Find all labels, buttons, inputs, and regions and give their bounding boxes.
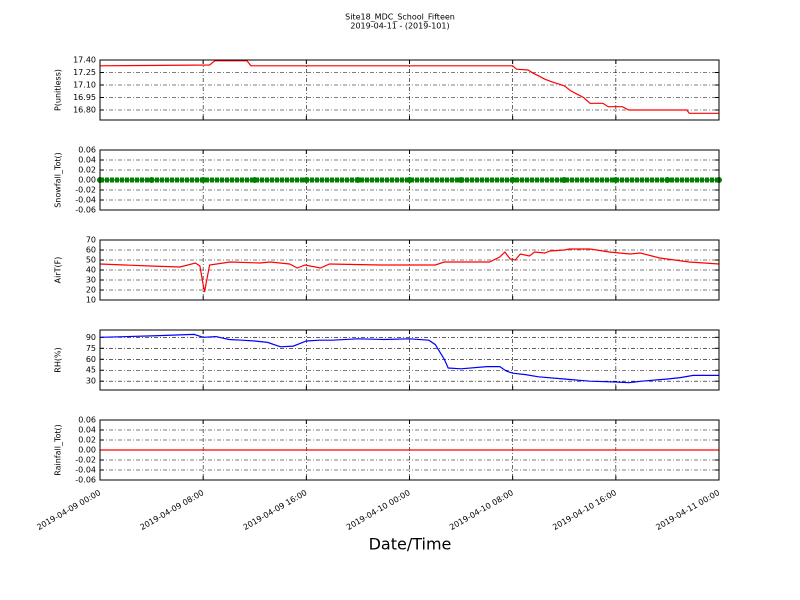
y-tick-label: 75	[86, 344, 96, 353]
y-tick-label: 0.06	[78, 146, 96, 155]
data-line	[99, 333, 719, 384]
y-tick-label: 0.00	[78, 176, 96, 185]
y-tick-label: -0.02	[75, 186, 96, 195]
plot-frame	[99, 149, 720, 211]
data-line	[99, 248, 720, 293]
y-tick-label: 17.40	[73, 56, 96, 65]
x-tick-label: 2019-04-10 16:00	[551, 488, 618, 532]
y-tick-label: 40	[86, 266, 96, 275]
y-tick-label: 70	[86, 236, 96, 245]
y-axis-label: Snowfall_Tot()	[54, 152, 63, 208]
y-tick-label: -0.04	[75, 196, 96, 205]
y-tick-label: 90	[86, 333, 96, 342]
plot-frame	[99, 329, 720, 391]
y-tick-label: 0.04	[78, 426, 96, 435]
y-tick-label: 50	[86, 256, 96, 265]
x-tick-label: 2019-04-10 00:00	[345, 488, 412, 532]
y-axis-label: Rainfall_Tot()	[54, 424, 63, 476]
y-tick-label: 0.02	[78, 436, 96, 445]
y-tick-label: -0.06	[75, 206, 96, 215]
y-tick-label: 17.10	[73, 81, 96, 90]
x-axis-label: Date/Time	[369, 535, 452, 554]
y-tick-label: 16.95	[73, 93, 96, 102]
x-tick-label: 2019-04-09 08:00	[138, 488, 205, 532]
y-tick-label: -0.02	[75, 456, 96, 465]
y-tick-label: 60	[86, 355, 96, 364]
y-tick-label: 30	[86, 377, 96, 386]
y-tick-label: -0.04	[75, 466, 96, 475]
y-tick-label: 20	[86, 286, 96, 295]
y-tick-label: 10	[86, 296, 96, 305]
figure-title: Site18_MDC_School_Fifteen	[345, 13, 455, 22]
figure-subtitle: 2019-04-11 - (2019-101)	[350, 22, 449, 31]
x-tick-label: 2019-04-10 08:00	[448, 488, 515, 532]
x-tick-label: 2019-04-11 00:00	[654, 488, 721, 532]
y-tick-label: -0.06	[75, 476, 96, 485]
y-tick-label: 45	[86, 366, 96, 375]
y-tick-label: 60	[86, 246, 96, 255]
plot-frame	[99, 59, 720, 121]
y-tick-label: 0.04	[78, 156, 96, 165]
y-tick-label: 0.06	[78, 416, 96, 425]
y-axis-label: AirT(F)	[54, 257, 63, 284]
plot-frame	[99, 419, 720, 481]
x-tick-label: 2019-04-09 00:00	[35, 488, 102, 532]
y-tick-label: 0.02	[78, 166, 96, 175]
data-line	[99, 60, 719, 114]
y-tick-label: 16.80	[73, 106, 96, 115]
y-axis-label: P(unitless)	[54, 69, 63, 111]
x-tick-label: 2019-04-09 16:00	[242, 488, 309, 532]
plot-frame	[99, 239, 720, 301]
y-axis-label: RH(%)	[54, 347, 63, 372]
y-tick-label: 30	[86, 276, 96, 285]
y-tick-label: 17.25	[73, 68, 96, 77]
y-tick-label: 0.00	[78, 446, 96, 455]
